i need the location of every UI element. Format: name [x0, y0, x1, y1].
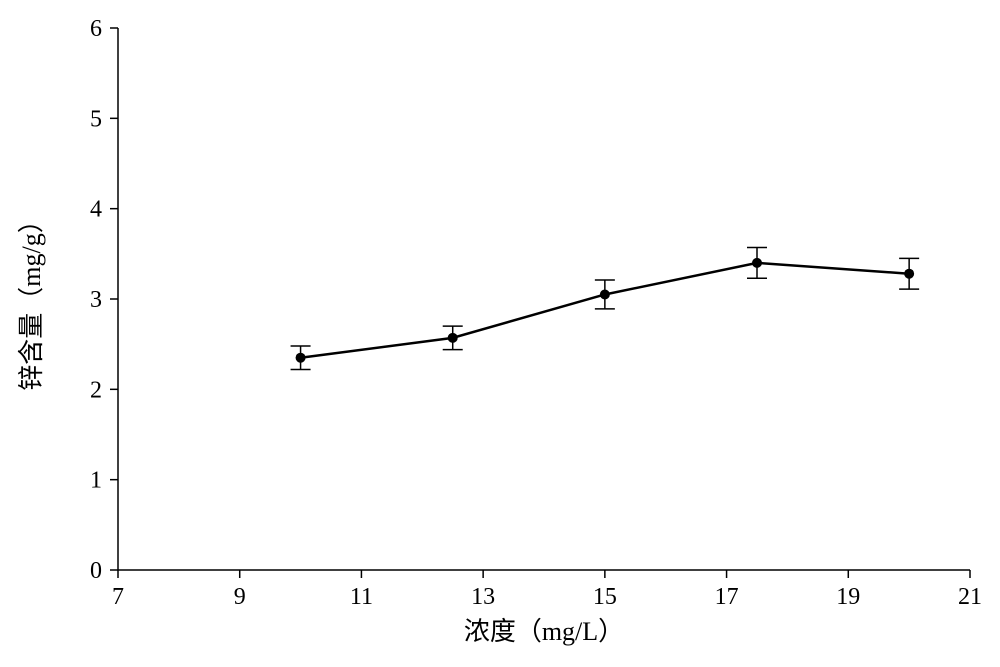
x-tick-label: 21 — [958, 584, 982, 610]
x-tick-label: 9 — [234, 584, 246, 610]
data-marker — [296, 353, 306, 363]
y-tick-label: 5 — [90, 106, 102, 132]
x-tick-label: 17 — [715, 584, 739, 610]
data-marker — [904, 269, 914, 279]
data-marker — [600, 289, 610, 299]
x-tick-label: 11 — [350, 584, 373, 610]
data-marker — [448, 333, 458, 343]
x-axis-label: 浓度（mg/L） — [464, 617, 624, 646]
y-tick-label: 4 — [90, 197, 102, 223]
data-line — [301, 263, 910, 358]
y-tick-label: 2 — [90, 377, 102, 403]
y-tick-label: 0 — [90, 558, 102, 584]
line-chart: 7 9 11 13 15 17 19 21 0 1 2 3 4 5 6 浓度（mg/L） 锌含量（mg/g） — [0, 0, 1000, 667]
x-tick-label: 13 — [471, 584, 495, 610]
chart-container: 7 9 11 13 15 17 19 21 0 1 2 3 4 5 6 浓度（mg/L） 锌含量（mg/g） — [0, 0, 1000, 667]
y-tick-label: 3 — [90, 287, 102, 313]
data-marker — [752, 258, 762, 268]
x-tick-label: 7 — [112, 584, 124, 610]
y-axis-label: 锌含量（mg/g） — [17, 207, 46, 390]
x-tick-label: 15 — [593, 584, 617, 610]
x-tick-label: 19 — [836, 584, 860, 610]
y-tick-label: 6 — [90, 16, 102, 42]
y-tick-label: 1 — [90, 468, 102, 494]
axes — [118, 28, 970, 570]
